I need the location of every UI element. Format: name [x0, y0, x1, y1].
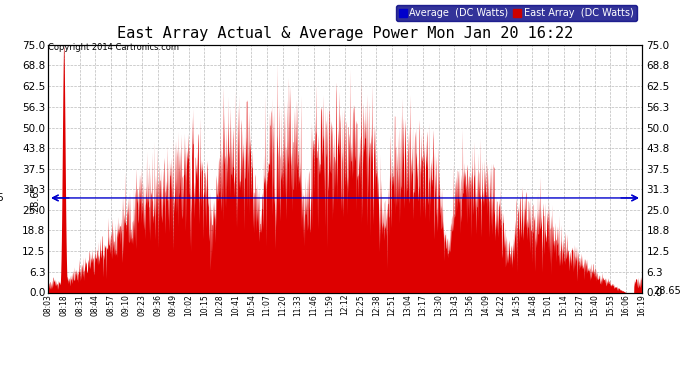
Text: 28.65: 28.65: [653, 286, 681, 296]
Text: 28.65: 28.65: [0, 193, 3, 203]
Text: East Array Actual & Average Power Mon Jan 20 16:22: East Array Actual & Average Power Mon Ja…: [117, 26, 573, 41]
Legend: Average  (DC Watts), East Array  (DC Watts): Average (DC Watts), East Array (DC Watts…: [396, 5, 637, 21]
Text: 28.65: 28.65: [30, 184, 41, 212]
Text: Copyright 2014 Cartronics.com: Copyright 2014 Cartronics.com: [48, 43, 179, 52]
